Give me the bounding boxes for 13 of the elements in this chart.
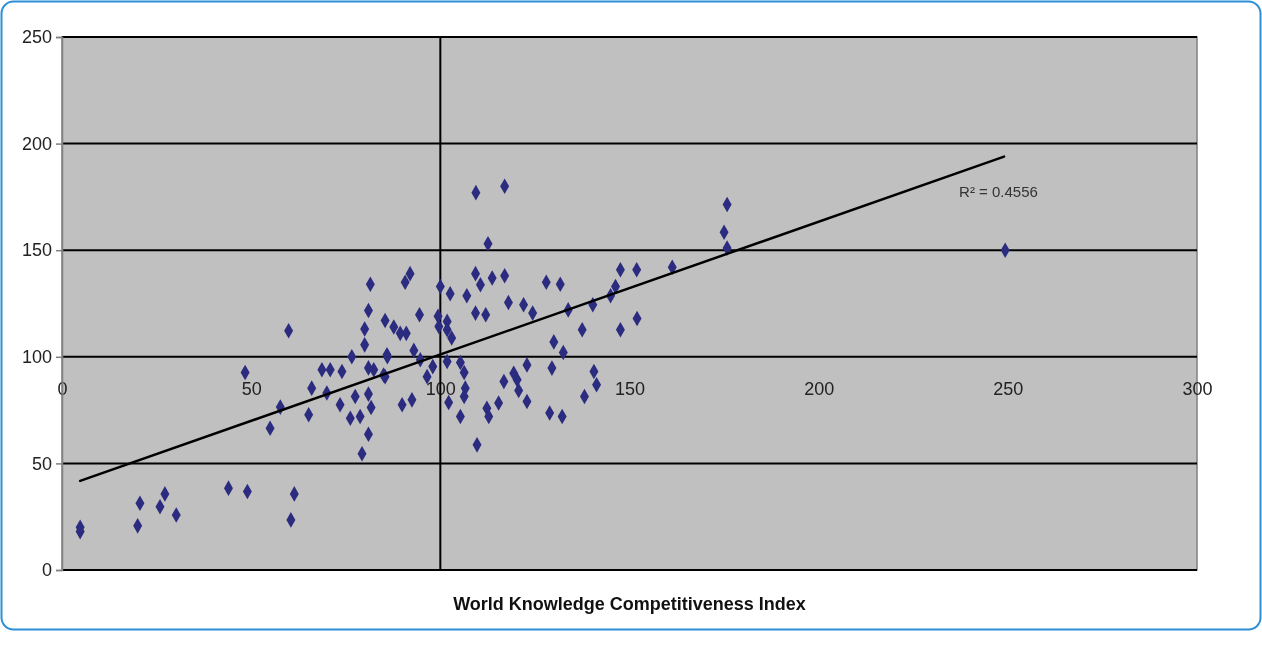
x-tick-label: 150 [614,378,646,399]
y-tick-label: 150 [21,240,52,261]
x-tick-label: 200 [804,378,835,399]
y-tick-label: 50 [31,453,52,474]
x-tick-label: 50 [241,378,262,399]
y-tick-label: 100 [21,347,52,368]
annotation: R² = 0.4556 [959,182,1038,200]
x-tick-label: 250 [993,378,1024,399]
y-tick-label: 250 [21,27,52,48]
y-tick-label: 200 [21,133,52,154]
y-tick-label: 0 [41,560,52,581]
x-tick-label: 300 [1182,378,1213,399]
x-axis-title: World Knowledge Competitiveness Index [453,594,806,614]
